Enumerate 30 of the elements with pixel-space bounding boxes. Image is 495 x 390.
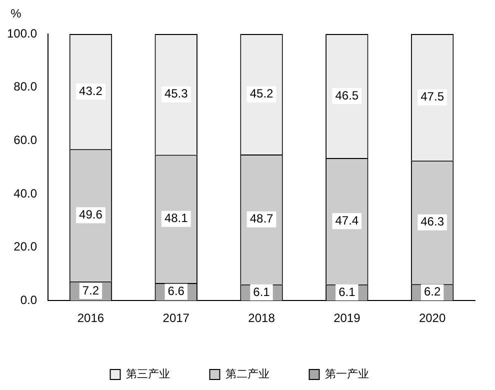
- data-label: 47.5: [420, 90, 444, 104]
- data-label: 7.2: [82, 283, 100, 298]
- y-axis-title: %: [10, 6, 22, 20]
- data-label: 6.1: [338, 284, 356, 299]
- y-tick-label: 20.0: [14, 240, 38, 254]
- data-label: 46.3: [420, 214, 444, 229]
- data-label: 45.3: [164, 86, 188, 101]
- y-tick-label: 100.0: [7, 26, 38, 40]
- x-tick-label: 2018: [248, 311, 276, 326]
- data-label: 6.2: [424, 284, 441, 299]
- y-tick-label: 60.0: [14, 132, 38, 147]
- x-tick-label: 2019: [334, 311, 361, 326]
- x-tick-label: 2016: [77, 311, 104, 326]
- legend-label: 第三产业: [126, 367, 170, 380]
- data-label: 46.5: [335, 88, 359, 102]
- data-label: 49.6: [79, 208, 103, 222]
- data-label: 45.2: [250, 86, 274, 101]
- data-label: 48.7: [250, 212, 274, 226]
- data-label: 48.1: [164, 211, 188, 226]
- y-tick-label: 40.0: [14, 186, 38, 200]
- x-tick-label: 2017: [162, 311, 190, 326]
- y-tick-label: 0.0: [20, 292, 38, 307]
- y-tick-label: 80.0: [14, 80, 38, 94]
- data-label: 47.4: [335, 213, 359, 228]
- data-label: 43.2: [79, 84, 103, 98]
- x-tick-label: 2020: [418, 311, 446, 326]
- data-label: 6.1: [253, 284, 270, 299]
- legend-label: 第一产业: [324, 367, 369, 380]
- legend-label: 第二产业: [225, 367, 270, 380]
- data-label: 6.6: [168, 284, 185, 298]
